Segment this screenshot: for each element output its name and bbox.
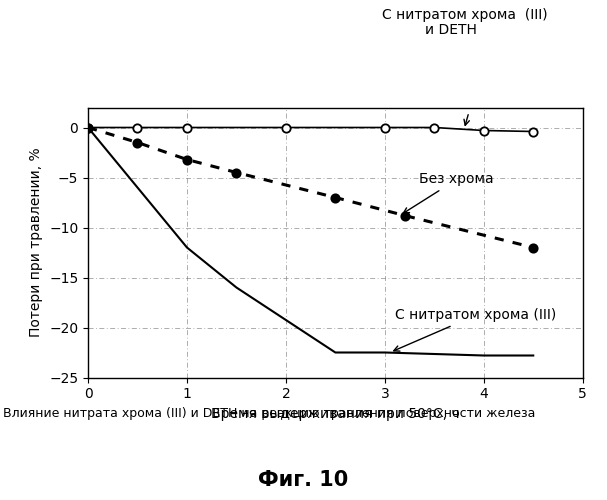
- X-axis label: Время выдерживания при 50°C, ч: Время выдерживания при 50°C, ч: [211, 407, 459, 421]
- Text: Влияние нитрата хрома (III) и DETH на реакцию травления поверхности железа: Влияние нитрата хрома (III) и DETH на ре…: [3, 408, 535, 420]
- Text: и DETH: и DETH: [425, 22, 476, 36]
- Text: Без хрома: Без хрома: [403, 172, 494, 213]
- Y-axis label: Потери при травлении, %: Потери при травлении, %: [30, 148, 44, 338]
- Text: С нитратом хрома (III): С нитратом хрома (III): [394, 308, 556, 351]
- Text: С нитратом хрома  (III): С нитратом хрома (III): [382, 8, 548, 22]
- Text: Фиг. 10: Фиг. 10: [259, 470, 348, 490]
